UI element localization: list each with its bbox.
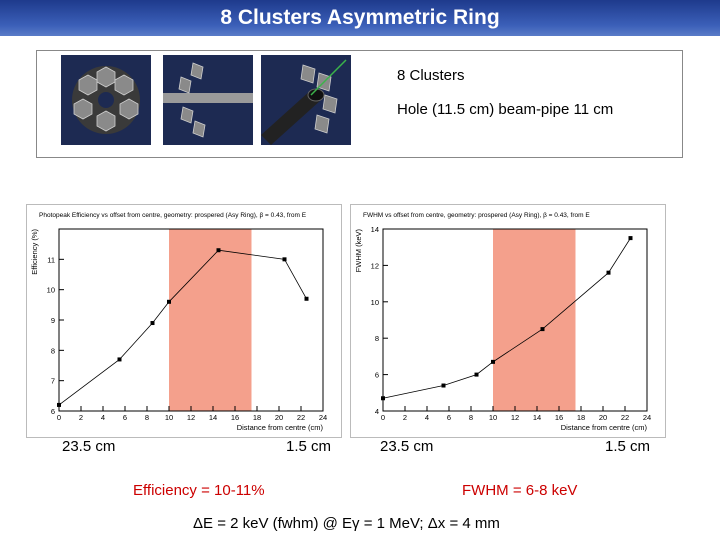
x-tick-label: 10 <box>489 413 497 422</box>
data-point <box>628 236 633 241</box>
efficiency-chart: Photopeak Efficiency vs offset from cent… <box>30 212 327 432</box>
y-tick-label: 10 <box>371 298 379 307</box>
x-tick-label: 12 <box>511 413 519 422</box>
detector-beampipe-icon <box>261 59 347 145</box>
x-tick-label: 0 <box>57 413 61 422</box>
detector-ring-icon <box>72 66 140 134</box>
y-tick-label: 6 <box>375 371 379 380</box>
y-tick-label: 7 <box>51 377 55 386</box>
data-point <box>57 402 61 407</box>
y-tick-label: 8 <box>375 334 379 343</box>
x-tick-label: 4 <box>101 413 105 422</box>
x-tick-label: 14 <box>209 413 217 422</box>
x-tick-label: 24 <box>643 413 651 422</box>
x-axis-label: Distance from centre (cm) <box>237 423 324 432</box>
x-tick-label: 24 <box>319 413 327 422</box>
data-point <box>491 359 495 364</box>
data-point <box>150 321 155 326</box>
data-point <box>441 383 446 388</box>
data-point <box>167 299 171 304</box>
x-tick-label: 16 <box>555 413 563 422</box>
y-tick-label: 8 <box>51 346 55 355</box>
highlight-band <box>493 229 576 411</box>
chart-title: Photopeak Efficiency vs offset from cent… <box>39 212 307 219</box>
data-point <box>474 372 479 377</box>
efficiency-plot: Photopeak Efficiency vs offset from cent… <box>26 204 342 438</box>
right-outer-radius-label: 23.5 cm <box>380 438 434 455</box>
data-point <box>304 296 309 301</box>
fwhm-result: FWHM = 6-8 keV <box>462 482 578 499</box>
page-title: 8 Clusters Asymmetric Ring <box>220 6 500 29</box>
x-tick-label: 12 <box>187 413 195 422</box>
highlight-band <box>169 229 252 411</box>
y-tick-label: 6 <box>51 407 55 416</box>
right-inner-radius-label: 1.5 cm <box>605 438 651 455</box>
data-point <box>381 396 385 401</box>
x-axis-label: Distance from centre (cm) <box>561 423 648 432</box>
x-tick-label: 20 <box>275 413 283 422</box>
x-tick-label: 22 <box>621 413 629 422</box>
x-tick-label: 20 <box>599 413 607 422</box>
detector-half-ring-icon <box>163 62 253 138</box>
detector-render-2 <box>163 55 253 145</box>
hole-label: Hole (11.5 cm) beam-pipe 11 cm <box>397 101 614 118</box>
y-axis-label: Efficiency (%) <box>30 229 39 275</box>
x-tick-label: 18 <box>577 413 585 422</box>
y-tick-label: 14 <box>371 225 379 234</box>
x-tick-label: 14 <box>533 413 541 422</box>
x-tick-label: 8 <box>145 413 149 422</box>
x-tick-label: 8 <box>469 413 473 422</box>
y-tick-label: 10 <box>47 286 55 295</box>
x-tick-label: 18 <box>253 413 261 422</box>
x-tick-label: 6 <box>123 413 127 422</box>
x-tick-label: 6 <box>447 413 451 422</box>
chart-title: FWHM vs offset from centre, geometry: pr… <box>363 212 590 219</box>
data-point <box>540 327 545 332</box>
fwhm-chart: FWHM vs offset from centre, geometry: pr… <box>354 212 651 432</box>
detector-render-3 <box>261 55 351 145</box>
x-tick-label: 22 <box>297 413 305 422</box>
y-tick-label: 4 <box>375 407 379 416</box>
data-point <box>117 357 122 362</box>
x-tick-label: 0 <box>381 413 385 422</box>
x-tick-label: 2 <box>79 413 83 422</box>
data-point <box>216 248 221 253</box>
efficiency-result: Efficiency = 10-11% <box>133 482 265 499</box>
data-point <box>606 270 611 275</box>
x-tick-label: 2 <box>403 413 407 422</box>
left-inner-radius-label: 1.5 cm <box>286 438 332 455</box>
fwhm-plot: FWHM vs offset from centre, geometry: pr… <box>350 204 666 438</box>
geometry-info-box: 8 Clusters Hole (11.5 cm) beam-pipe 11 c… <box>36 50 683 158</box>
y-tick-label: 12 <box>371 261 379 270</box>
clusters-label: 8 Clusters <box>397 67 465 84</box>
x-tick-label: 4 <box>425 413 429 422</box>
detector-render-1 <box>61 55 151 145</box>
data-point <box>282 257 287 262</box>
footer-resolution: ΔE = 2 keV (fwhm) @ Eγ = 1 MeV; Δx = 4 m… <box>193 515 500 532</box>
x-tick-label: 16 <box>231 413 239 422</box>
y-tick-label: 11 <box>47 255 55 264</box>
x-tick-label: 10 <box>165 413 173 422</box>
left-outer-radius-label: 23.5 cm <box>62 438 116 455</box>
title-bar: 8 Clusters Asymmetric Ring <box>0 0 720 36</box>
y-tick-label: 9 <box>51 316 55 325</box>
y-axis-label: FWHM (keV) <box>354 228 363 272</box>
